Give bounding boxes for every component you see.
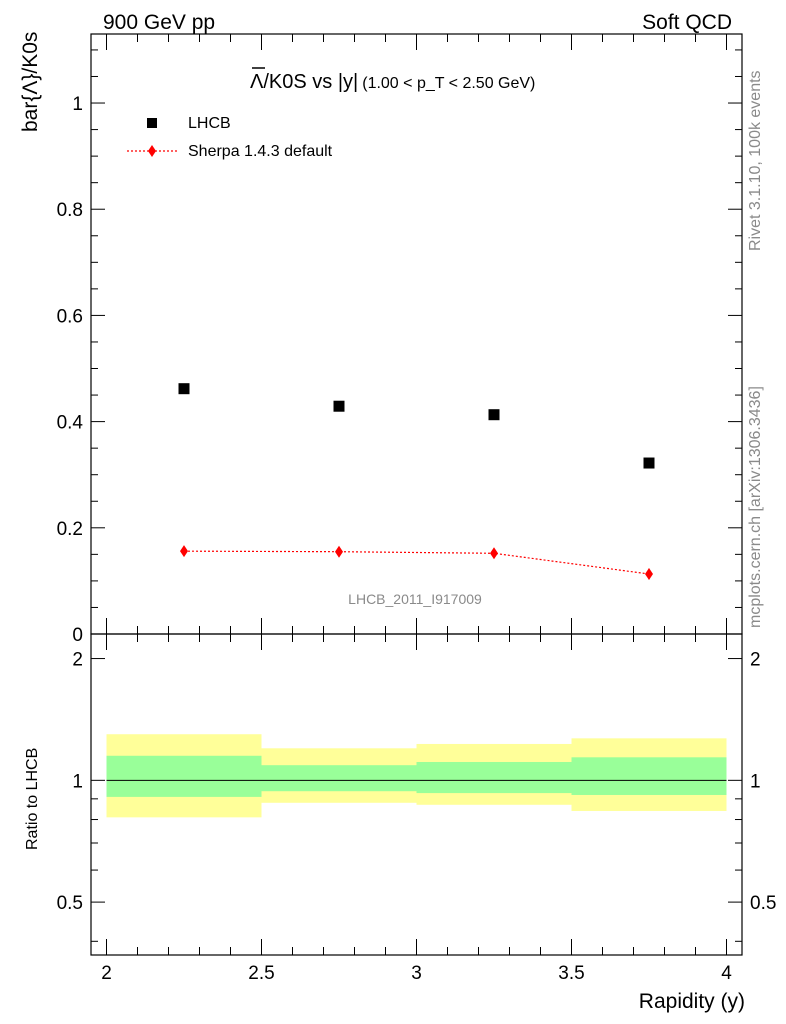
- sherpa-data-point: [645, 568, 653, 580]
- stat-uncertainty-band: [571, 757, 727, 795]
- ratio-y-tick-label-left: 0.5: [57, 893, 83, 914]
- main-title: Λ/K0S vs |y| (1.00 < p_T < 2.50 GeV): [250, 71, 535, 93]
- ratio-panel-axes: 2 2 1 1 0.5 0.5 2 2.5 3 3.5 4: [57, 633, 776, 984]
- ratio-y-tick-label-left: 2: [72, 650, 83, 671]
- legend-marker-lhcb: [147, 118, 157, 128]
- x-tick-label: 3: [411, 963, 422, 984]
- main-y-tick-label: 0.6: [57, 306, 83, 327]
- ratio-ylabel: Ratio to LHCB: [24, 748, 41, 850]
- header-right-label: Soft QCD: [642, 11, 732, 34]
- lhcb-data-point: [488, 409, 500, 421]
- title-cut-text: (1.00 < p_T < 2.50 GeV): [362, 75, 535, 92]
- ratio-y-tick-label-right: 2: [750, 650, 761, 671]
- header-left-label: 900 GeV pp: [103, 11, 215, 34]
- lhcb-data-point: [178, 383, 190, 395]
- sherpa-data-point: [180, 545, 188, 558]
- sherpa-data-point: [335, 545, 343, 558]
- main-y-tick-label: 0.8: [57, 200, 83, 221]
- ratio-y-tick-label-left: 1: [72, 771, 83, 792]
- analysis-watermark: LHCB_2011_I917009: [348, 591, 482, 607]
- sherpa-data-point: [490, 547, 498, 560]
- source-label: mcplots.cern.ch [arXiv:1306.3436]: [747, 386, 764, 628]
- main-y-tick-label: 0: [72, 625, 83, 646]
- sherpa-series-line: [183, 550, 650, 575]
- x-tick-label: 4: [721, 963, 732, 984]
- stat-uncertainty-band: [261, 765, 417, 792]
- x-tick-label: 2.5: [248, 963, 274, 984]
- lhcb-data-point: [333, 400, 345, 412]
- legend-marker-sherpa: [148, 145, 156, 157]
- main-y-tick-label: 0.4: [57, 413, 84, 434]
- x-tick-label: 3.5: [558, 963, 584, 984]
- ratio-y-tick-label-right: 0.5: [750, 893, 776, 914]
- legend-label-sherpa: Sherpa 1.4.3 default: [188, 143, 333, 160]
- lhcb-data-point: [643, 457, 655, 469]
- main-panel-axes: 1 0.8 0.6 0.4 0.2 0: [57, 33, 743, 646]
- ratio-y-tick-label-right: 1: [750, 771, 761, 792]
- title-main-text: Λ/K0S vs |y|: [250, 71, 358, 93]
- ratio-bands: [106, 734, 727, 818]
- main-ylabel: bar{Λ}/K0s: [19, 32, 42, 132]
- data-marks: [178, 383, 655, 580]
- ratio-xlabel: Rapidity (y): [639, 990, 745, 1013]
- x-tick-label: 2: [101, 963, 112, 984]
- rivet-version-label: Rivet 3.1.10, 100k events: [747, 70, 764, 251]
- main-y-tick-label: 1: [72, 94, 83, 115]
- legend: LHCB Sherpa 1.4.3 default: [127, 115, 333, 160]
- legend-label-lhcb: LHCB: [188, 115, 231, 132]
- stat-uncertainty-band: [416, 761, 572, 794]
- stat-uncertainty-band: [106, 755, 262, 797]
- main-y-tick-label: 0.2: [57, 519, 83, 540]
